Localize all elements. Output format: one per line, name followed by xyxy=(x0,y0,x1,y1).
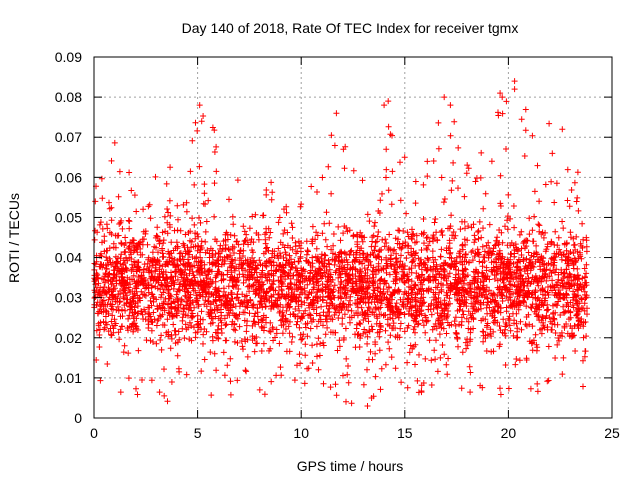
x-tick-labels: 0 5 10 15 20 25 xyxy=(90,425,620,441)
y-tick-label: 0.06 xyxy=(55,169,82,185)
y-tick-label: 0.08 xyxy=(55,89,82,105)
x-axis-label: GPS time / hours xyxy=(297,458,404,474)
y-tick-label: 0.05 xyxy=(55,209,82,225)
y-axis-label: ROTI / TECUs xyxy=(6,193,22,283)
plot-frame xyxy=(93,56,613,419)
chart-title: Day 140 of 2018, Rate Of TEC Index for r… xyxy=(182,20,519,36)
y-tick-label: 0.03 xyxy=(55,290,82,306)
y-tick-labels: 0 0.01 0.02 0.03 0.04 0.05 0.06 0.07 0.08 0.09 xyxy=(55,49,82,426)
x-tick-label: 20 xyxy=(501,425,517,441)
y-tick-label: 0.07 xyxy=(55,129,82,145)
x-tick-label: 5 xyxy=(194,425,202,441)
y-tick-label: 0 xyxy=(74,410,82,426)
y-tick-label: 0.04 xyxy=(55,250,82,266)
x-tick-label: 25 xyxy=(604,425,620,441)
axis-ticks xyxy=(93,56,613,419)
y-tick-label: 0.02 xyxy=(55,330,82,346)
x-tick-label: 10 xyxy=(293,425,309,441)
x-tick-label: 0 xyxy=(90,425,98,441)
y-tick-label: 0.09 xyxy=(55,49,82,65)
x-tick-label: 15 xyxy=(397,425,413,441)
y-tick-label: 0.01 xyxy=(55,370,82,386)
